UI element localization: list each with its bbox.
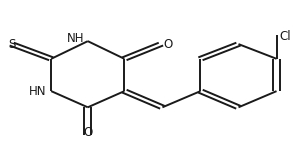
Text: HN: HN (29, 85, 47, 98)
Text: NH: NH (67, 32, 85, 45)
Text: O: O (83, 126, 92, 139)
Text: Cl: Cl (280, 30, 291, 43)
Text: O: O (164, 38, 173, 51)
Text: S: S (8, 38, 15, 51)
